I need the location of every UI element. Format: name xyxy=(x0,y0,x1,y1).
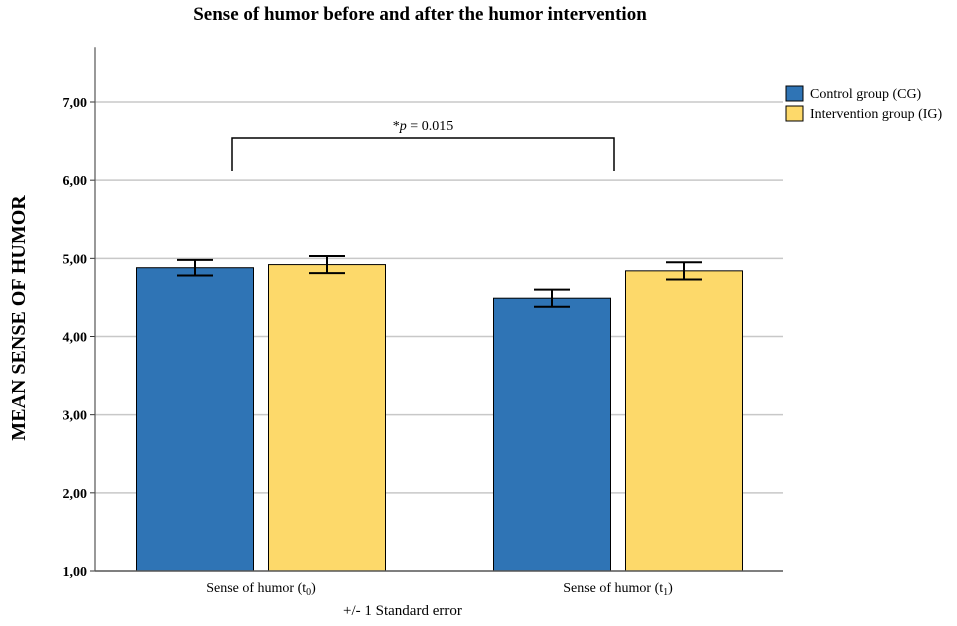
bracket-line xyxy=(231,137,615,171)
chart-title: Sense of humor before and after the humo… xyxy=(193,4,647,25)
bar xyxy=(625,270,743,572)
y-axis-label: MEAN SENSE OF HUMOR xyxy=(8,195,30,441)
bar xyxy=(493,297,611,572)
x-axis-categories: Sense of humor (t0) Sense of humor (t1) xyxy=(206,581,673,598)
error-bar-note: +/- 1 Standard error xyxy=(343,603,462,619)
bars xyxy=(136,264,743,572)
legend: Control group (CG) Intervention group (IG… xyxy=(785,85,943,122)
y-axis-ticks: 1,00 2,00 3,00 4,00 5,00 6,00 7,00 xyxy=(63,96,95,580)
y-tick-label: 1,00 xyxy=(63,565,88,580)
legend-swatch xyxy=(785,85,804,102)
legend-swatch xyxy=(785,105,804,122)
bar xyxy=(136,267,254,572)
legend-label: Intervention group (IG) xyxy=(810,107,943,122)
y-tick-label: 3,00 xyxy=(63,409,88,424)
y-tick-label: 6,00 xyxy=(63,174,88,189)
axes xyxy=(94,47,783,572)
bar xyxy=(268,264,386,572)
legend-label: Control group (CG) xyxy=(810,87,922,102)
y-tick-label: 5,00 xyxy=(63,252,88,267)
p-value-label: *p = 0.015 xyxy=(393,119,453,134)
y-tick-label: 4,00 xyxy=(63,331,88,346)
y-tick-label: 7,00 xyxy=(63,96,88,111)
y-tick-label: 2,00 xyxy=(63,487,88,502)
error-bars xyxy=(177,254,702,308)
x-category-label: Sense of humor (t1) xyxy=(563,581,673,598)
significance-bracket: *p = 0.015 xyxy=(231,119,615,171)
x-category-label: Sense of humor (t0) xyxy=(206,581,316,598)
